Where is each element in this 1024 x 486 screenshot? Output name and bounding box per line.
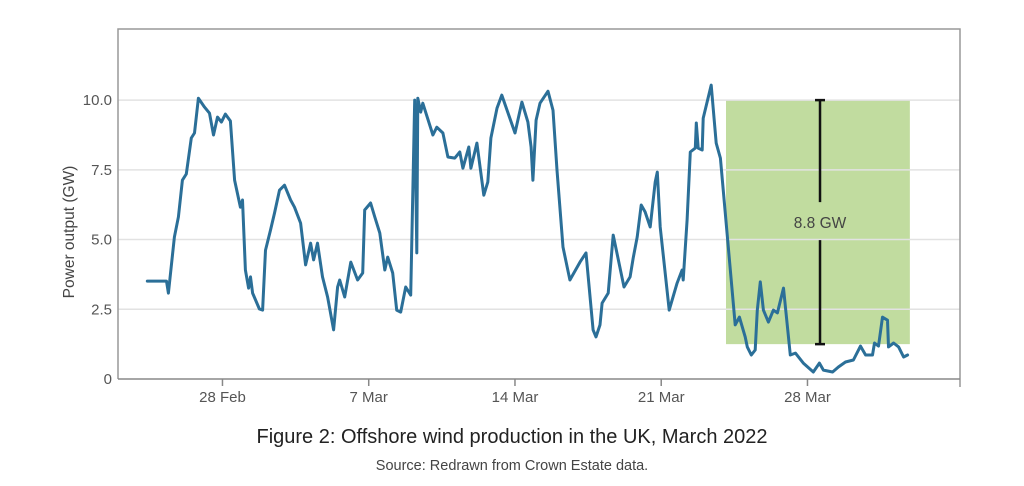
x-tick-label: 7 Mar [350,389,388,406]
y-tick-label: 5.0 [91,232,112,249]
plot-frame [117,28,961,387]
plot-border [117,28,961,387]
y-axis-label: Power output (GW) [61,166,78,299]
figure-caption: Figure 2: Offshore wind production in th… [256,426,768,448]
series-line [145,83,910,374]
figure-source: Source: Redrawn from Crown Estate data. [375,458,649,474]
y-tick-label: 0 [104,371,112,388]
y-tick-label: 7.5 [91,162,112,179]
tick-layer: 28 Feb 7 Mar 14 Mar 21 Mar 28 Mar 0 2.5 5.0 7.5 1… [83,92,831,406]
series-layer [145,83,910,374]
drop-label: 8.8 GW [794,215,847,232]
x-tick-label: 21 Mar [638,389,685,406]
x-tick-label: 28 Mar [784,389,831,406]
x-tick-label: 14 Mar [492,389,539,406]
y-tick-label: 2.5 [91,301,112,318]
annotation-layer: 8.8 GW [794,98,847,346]
x-tick-label: 28 Feb [199,389,246,406]
y-tick-label: 10.0 [83,92,112,109]
